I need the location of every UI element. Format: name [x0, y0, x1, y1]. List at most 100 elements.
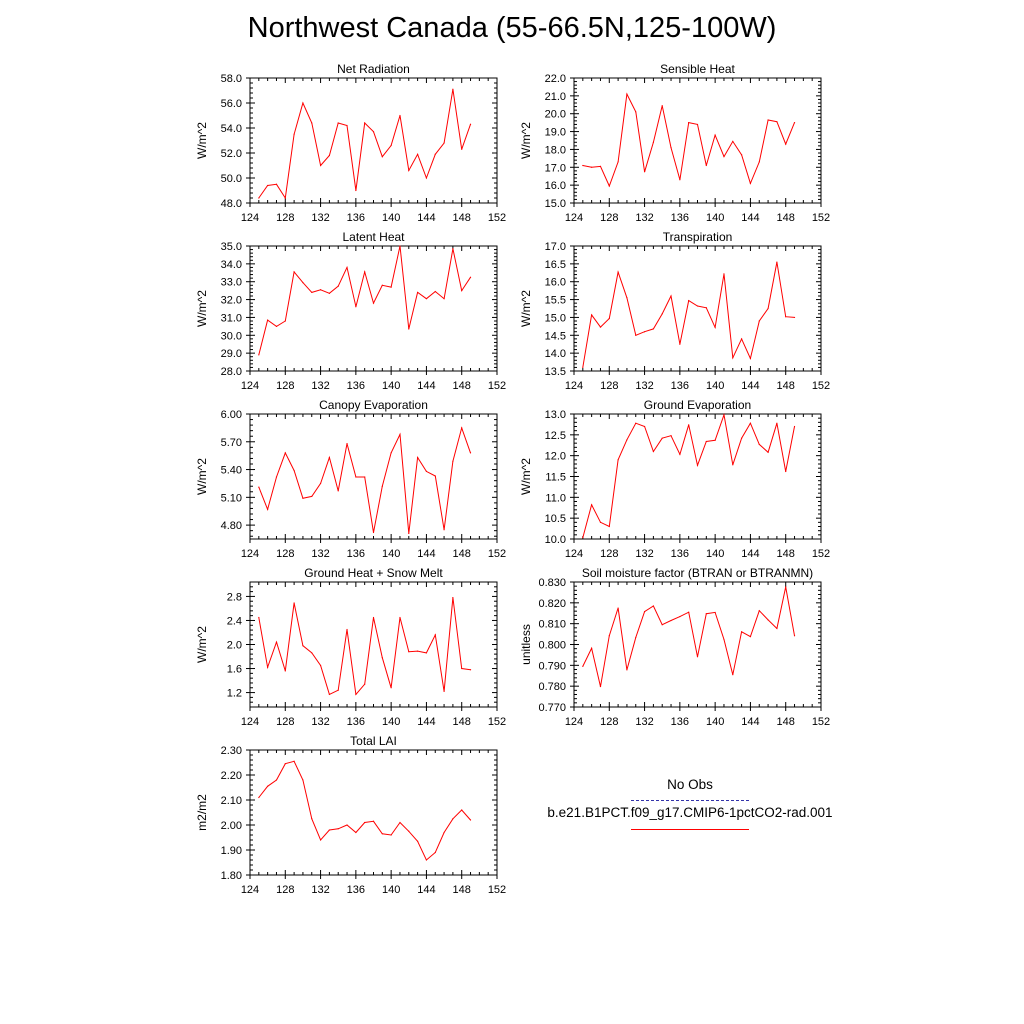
data-point: [275, 183, 278, 185]
y-axis-label: unitless: [519, 624, 533, 665]
data-point: [714, 439, 716, 441]
data-point: [608, 185, 610, 187]
data-point: [793, 635, 796, 637]
x-tick-label: 128: [276, 548, 294, 560]
data-point: [425, 470, 428, 473]
chart-title: Ground Evaporation: [644, 398, 751, 412]
data-point: [417, 153, 419, 155]
x-tick-label: 132: [311, 716, 329, 728]
x-tick-label: 124: [241, 548, 259, 560]
x-tick-label: 148: [777, 716, 795, 728]
y-tick-label: 28.0: [221, 366, 242, 378]
data-point: [443, 298, 445, 300]
data-point: [399, 114, 401, 117]
x-tick-label: 132: [311, 212, 329, 224]
data-point: [617, 161, 619, 163]
y-tick-label: 30.0: [221, 330, 242, 342]
y-tick-label: 13.0: [545, 409, 566, 421]
legend-entry-obs: No Obs: [520, 776, 860, 804]
x-tick-label: 124: [241, 716, 259, 728]
data-point: [452, 248, 454, 250]
data-point: [284, 670, 286, 672]
data-point: [741, 631, 743, 633]
y-tick-label: 10.5: [545, 513, 566, 525]
data-point: [608, 317, 610, 320]
y-tick-label: 0.780: [538, 681, 566, 693]
data-point: [390, 834, 392, 836]
data-point: [749, 182, 752, 184]
data-point: [293, 602, 295, 604]
x-tick-label: 132: [635, 716, 653, 728]
data-point: [267, 666, 269, 668]
x-tick-label: 140: [382, 548, 400, 560]
x-tick-label: 148: [453, 716, 471, 728]
x-tick-label: 144: [741, 716, 759, 728]
data-point: [617, 607, 619, 609]
data-point: [381, 156, 383, 158]
data-point: [267, 508, 269, 510]
data-point: [679, 453, 681, 456]
y-tick-label: 15.5: [545, 295, 566, 307]
data-point: [337, 689, 339, 691]
x-tick-label: 128: [276, 212, 294, 224]
data-point: [425, 298, 428, 300]
chart-panel-8: Soil moisture factor (BTRAN or BTRANMN) u…: [519, 566, 830, 728]
data-point: [452, 818, 454, 820]
data-point: [364, 821, 366, 824]
data-point: [275, 641, 278, 643]
data-point: [785, 143, 787, 145]
y-tick-label: 2.8: [227, 591, 242, 603]
data-point: [337, 285, 339, 287]
x-tick-label: 140: [382, 380, 400, 392]
y-tick-label: 11.5: [545, 472, 566, 484]
data-point: [302, 102, 304, 104]
x-tick-label: 140: [382, 212, 400, 224]
data-point: [705, 307, 707, 309]
x-tick-label: 136: [671, 716, 689, 728]
x-tick-label: 140: [706, 716, 724, 728]
data-point: [793, 122, 796, 124]
x-tick-label: 152: [488, 548, 506, 560]
data-point: [328, 829, 330, 831]
legend-line-model: [631, 829, 749, 830]
y-tick-label: 14.5: [545, 330, 566, 342]
data-point: [425, 859, 428, 861]
x-tick-label: 124: [565, 212, 583, 224]
data-point: [355, 189, 357, 192]
data-point: [635, 422, 637, 424]
data-point: [785, 316, 787, 318]
data-point: [372, 531, 375, 534]
data-point: [408, 169, 410, 172]
data-point: [758, 320, 760, 322]
data-point: [364, 476, 366, 478]
chart-title: Total LAI: [350, 734, 397, 748]
y-tick-label: 16.0: [545, 277, 566, 289]
data-point: [749, 422, 752, 424]
chart-title: Transpiration: [663, 230, 733, 244]
data-point: [599, 685, 602, 688]
data-point: [443, 690, 445, 692]
y-tick-label: 0.830: [538, 577, 566, 589]
legend: No Obs b.e21.B1PCT.f09_g17.CMIP6-1pctCO2…: [520, 776, 860, 832]
data-point: [670, 435, 672, 437]
x-tick-label: 124: [241, 212, 259, 224]
chart-panel-4: Transpiration W/m^2 124 128 132 136 140 144 148 1…: [519, 230, 830, 392]
data-point: [408, 651, 410, 653]
plot-frame: [573, 413, 822, 540]
y-axis-label: W/m^2: [195, 458, 209, 495]
y-tick-label: 2.10: [221, 795, 242, 807]
data-point: [364, 271, 366, 273]
data-point: [319, 664, 322, 667]
y-tick-label: 2.4: [227, 615, 242, 627]
data-point: [785, 470, 787, 473]
data-point: [293, 133, 295, 135]
data-point: [284, 320, 286, 322]
data-point: [732, 464, 734, 466]
y-tick-label: 0.820: [538, 598, 566, 610]
data-point: [434, 634, 436, 636]
y-tick-label: 13.5: [545, 366, 566, 378]
x-tick-label: 124: [241, 884, 259, 896]
x-tick-label: 152: [488, 884, 506, 896]
x-tick-label: 132: [311, 884, 329, 896]
y-axis-label: W/m^2: [195, 122, 209, 159]
